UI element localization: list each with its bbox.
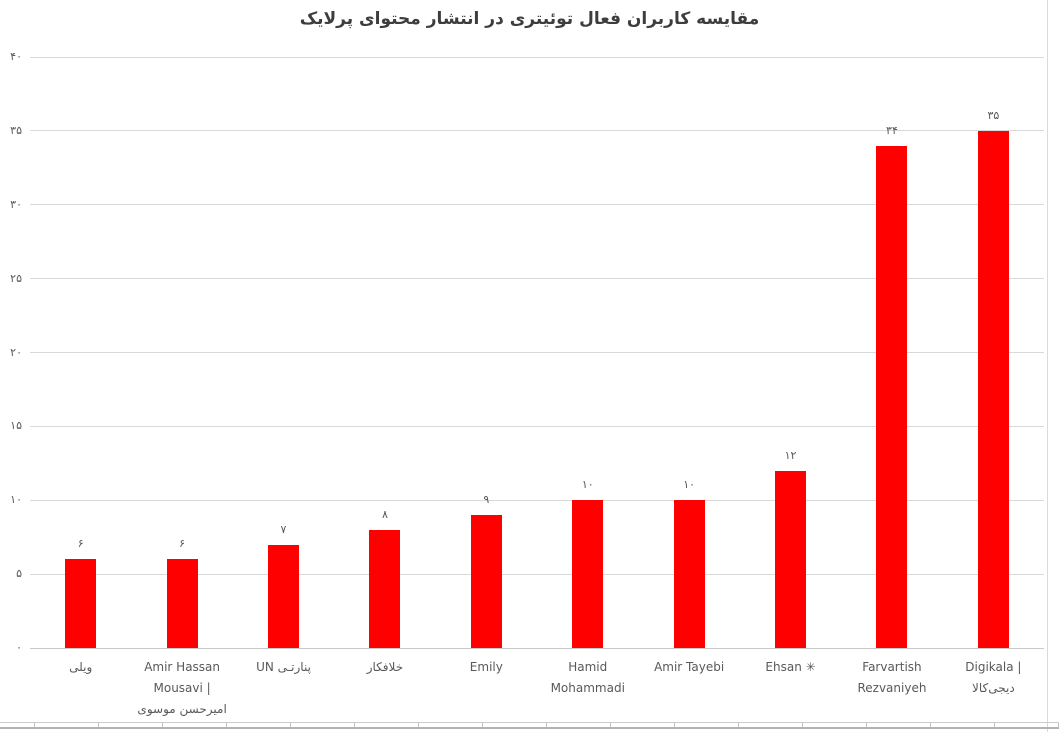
bar-slot: ۷ <box>233 57 334 648</box>
bar <box>977 130 1009 648</box>
bar-slot: ۳۴ <box>841 57 942 648</box>
category-label: Hamid Mohammadi <box>537 657 638 720</box>
bar <box>572 500 604 648</box>
x-axis-labels: ویلی Amir Hassan Mousavi | امیرحسن موسوی پنا… <box>30 657 1044 720</box>
category-label: خلافکار <box>334 657 435 720</box>
gridline <box>30 130 1044 132</box>
chart-title: مقایسه کاربران فعال توئیتری در انتشار مح… <box>299 9 760 29</box>
category-label-line: خلافکار <box>366 660 404 674</box>
bar <box>673 500 705 648</box>
bar-value-label: ۱۲ <box>784 448 797 462</box>
bar-slot: ۹ <box>436 57 537 648</box>
y-tick-label: ۱۰ <box>10 493 22 507</box>
bar-slot: ۱۰ <box>638 57 739 648</box>
bar-value-label: ۳۴ <box>886 123 898 137</box>
y-tick-label: ۰ <box>16 641 22 654</box>
gridline <box>30 352 1044 353</box>
bar-value-label: ۳۵ <box>987 108 1000 122</box>
bar-slot: ۳۵ <box>943 57 1044 648</box>
category-label-line: Rezvaniyeh <box>857 681 927 695</box>
bar-value-label: ۶ <box>179 537 186 551</box>
gridline <box>30 56 1044 58</box>
gridline <box>30 204 1044 206</box>
plot-area: ۶ ۶ ۷ ۸ ۹ ۱۰ ۱۰ ۱۲ ۳۴ ۳۵ <box>30 56 1044 649</box>
category-label-line: پنارتـی UN <box>256 660 311 674</box>
category-label: Amir Tayebi <box>638 657 739 720</box>
bar <box>369 529 401 648</box>
bar <box>775 470 807 648</box>
category-label-line: امیرحسن موسوی <box>137 702 227 716</box>
bars-row: ۶ ۶ ۷ ۸ ۹ ۱۰ ۱۰ ۱۲ ۳۴ ۳۵ <box>30 57 1044 648</box>
category-label: Digikala | دیجی‌کالا <box>943 657 1044 720</box>
bar-value-label: ۷ <box>280 522 287 536</box>
category-label-line: ویلی <box>69 660 93 674</box>
y-tick-label: ۱۵ <box>10 419 22 433</box>
category-label-line: Amir Hassan <box>144 660 221 674</box>
category-label: Ehsan ✳ <box>740 657 841 720</box>
spreadsheet-row-edge <box>0 722 1059 729</box>
bar-value-label: ۱۰ <box>581 478 594 492</box>
bar-slot: ۱۰ <box>537 57 638 648</box>
category-label: Farvartish Rezvaniyeh <box>841 657 942 720</box>
category-label-line: Emily <box>469 660 503 674</box>
chart-right-border <box>1047 0 1048 732</box>
bar <box>268 544 300 648</box>
gridline <box>30 425 1044 427</box>
category-label-line: Hamid <box>568 660 608 674</box>
category-label-line: Mohammadi <box>550 681 625 695</box>
category-label-line: Mousavi | <box>153 681 211 695</box>
y-tick-label: ۲۵ <box>10 271 22 285</box>
category-label-line: Farvartish <box>862 660 922 674</box>
category-label: Emily <box>436 657 537 720</box>
category-label: پنارتـی UN <box>233 657 334 720</box>
y-axis: ۰ ۵ ۱۰ ۱۵ ۲۰ ۲۵ ۳۰ ۳۵ ۴۰ <box>0 50 22 654</box>
y-tick-label: ۳۵ <box>10 123 22 137</box>
bar <box>876 145 908 648</box>
category-label: ویلی <box>30 657 131 720</box>
bar-value-label: ۶ <box>77 537 84 551</box>
gridline <box>30 278 1044 280</box>
category-label-line: Ehsan ✳ <box>765 660 816 674</box>
gridline <box>30 647 1044 649</box>
bar <box>166 559 198 648</box>
bar-slot: ۶ <box>131 57 232 648</box>
gridline <box>30 573 1044 575</box>
bar-slot: ۱۲ <box>740 57 841 648</box>
category-label-line: Amir Tayebi <box>654 660 725 674</box>
y-tick-label: ۴۰ <box>10 50 22 63</box>
y-tick-label: ۳۰ <box>10 197 22 211</box>
bar <box>65 559 97 648</box>
category-label: Amir Hassan Mousavi | امیرحسن موسوی <box>131 657 232 720</box>
y-tick-label: ۲۰ <box>10 345 22 359</box>
bar-value-label: ۸ <box>381 507 388 521</box>
bar-value-label: ۱۰ <box>683 478 696 492</box>
bar-slot: ۶ <box>30 57 131 648</box>
bar-slot: ۸ <box>334 57 435 648</box>
gridline <box>30 499 1044 501</box>
category-label-line: Digikala | دیجی‌کالا <box>965 660 1022 695</box>
y-tick-label: ۵ <box>16 567 22 581</box>
bar <box>470 515 502 648</box>
bar-value-label: ۹ <box>483 493 490 507</box>
